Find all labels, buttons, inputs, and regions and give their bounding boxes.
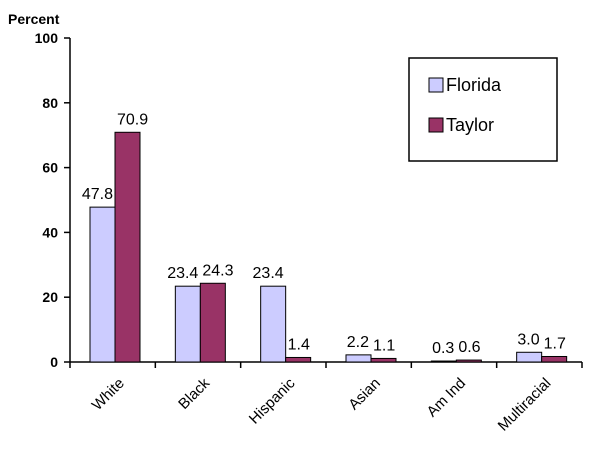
bars: [89, 131, 568, 363]
y-axis-label: Percent: [8, 11, 60, 27]
bar-florida-black: [174, 285, 201, 363]
data-label: 23.4: [253, 265, 284, 282]
data-labels: 47.870.923.4 24.3 23.41.4 2.2 1.1 0.3 0.6 3.0 1.…: [82, 111, 566, 357]
y-tick-label: 60: [42, 160, 58, 176]
bar-taylor-asian: [370, 357, 397, 363]
data-label: 0.6: [458, 339, 480, 356]
bar-florida-am-ind: [430, 360, 457, 363]
bar-florida-asian: [345, 354, 372, 363]
bar-taylor-multiracial: [541, 355, 568, 363]
y-tick-label: 100: [35, 30, 59, 46]
data-label: 1.7: [544, 335, 566, 352]
x-tick-label: Multiracial: [495, 375, 555, 435]
bar-taylor-am-ind: [455, 359, 482, 363]
data-label: 0.3: [432, 340, 454, 357]
y-tick-label: 0: [50, 354, 58, 370]
x-tick-label: Black: [175, 374, 213, 412]
x-tick-label: Am Ind: [424, 375, 470, 421]
data-label: 70.9: [117, 111, 148, 128]
x-tick-label: Hispanic: [246, 374, 299, 427]
legend-label-florida: Florida: [446, 75, 502, 95]
data-label: 1.1: [373, 337, 395, 354]
bar-florida-hispanic: [260, 285, 287, 363]
y-tick-label: 40: [42, 224, 58, 240]
bar-taylor-white: [114, 131, 141, 363]
legend-swatch-florida: [428, 77, 444, 93]
bar-florida-white: [89, 206, 116, 363]
data-label: 47.8: [82, 186, 113, 203]
legend-box: [408, 57, 558, 162]
data-label: 2.2: [347, 334, 369, 351]
y-tick-label: 20: [42, 289, 58, 305]
x-tick-label: White: [89, 375, 128, 414]
data-label: 3.0: [517, 331, 539, 348]
data-label: 1.4: [288, 336, 310, 353]
data-label: 23.4: [167, 265, 198, 282]
legend-swatch-taylor: [428, 117, 444, 133]
bar-taylor-hispanic: [285, 356, 312, 363]
bar-florida-multiracial: [516, 351, 543, 363]
y-tick-label: 80: [42, 95, 58, 111]
legend: Florida Taylor: [408, 57, 558, 162]
legend-label-taylor: Taylor: [446, 115, 494, 135]
bar-taylor-black: [199, 282, 226, 363]
data-label: 24.3: [202, 262, 233, 279]
x-tick-label: Asian: [345, 375, 384, 414]
